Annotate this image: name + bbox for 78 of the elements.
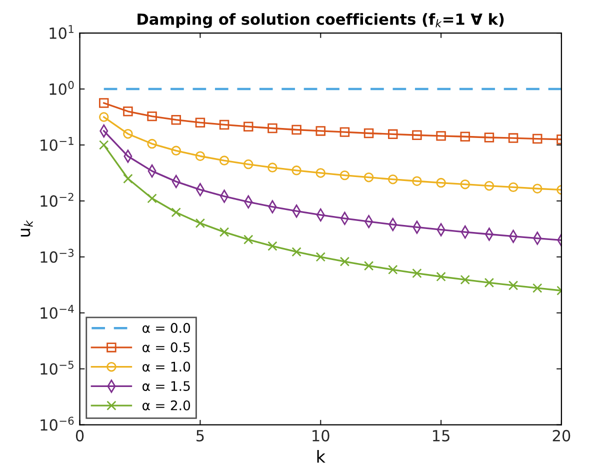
legend-label: α = 2.0 <box>142 400 190 410</box>
point <box>388 129 398 140</box>
y-tick-label: 10$^{−5}$ <box>40 360 74 375</box>
y-tick-label: 10$^{−2}$ <box>40 192 74 207</box>
point <box>460 274 470 285</box>
y-tick-label: 10$^{1}$ <box>50 25 74 39</box>
point <box>171 208 181 218</box>
point <box>99 140 109 150</box>
point <box>532 184 542 194</box>
point <box>460 132 470 142</box>
point <box>123 128 133 139</box>
point <box>412 268 422 278</box>
point <box>147 111 157 122</box>
y-tick-label: 10$^{−3}$ <box>40 248 74 263</box>
point <box>340 256 350 266</box>
y-tick-label: 10$^{0}$ <box>50 80 74 95</box>
point <box>436 178 446 188</box>
point <box>460 179 470 190</box>
point <box>340 127 350 137</box>
point <box>244 159 254 170</box>
point <box>388 264 398 275</box>
point <box>292 124 302 135</box>
point <box>244 122 254 132</box>
point <box>340 170 350 180</box>
x-tick-label: 0 <box>76 430 84 442</box>
point <box>532 283 542 293</box>
point <box>412 130 422 140</box>
point <box>219 120 230 130</box>
chart-title: Damping of solution coefficients (f$_{k}$=1 ∀ k) <box>138 13 504 28</box>
point <box>195 218 206 228</box>
point <box>99 112 109 122</box>
point <box>484 278 494 288</box>
point <box>219 227 230 237</box>
x-axis-title: k <box>317 450 326 463</box>
point <box>364 260 374 271</box>
point <box>532 134 542 144</box>
x-tick-label: 10 <box>312 430 330 442</box>
point <box>268 241 278 251</box>
point <box>99 98 109 108</box>
point <box>268 123 278 134</box>
point <box>268 162 278 172</box>
point <box>195 118 206 128</box>
point <box>316 168 326 178</box>
point <box>484 180 494 191</box>
point <box>508 133 518 143</box>
point <box>123 174 133 184</box>
point <box>147 138 157 149</box>
point <box>484 132 494 142</box>
x-tick-label: 15 <box>432 430 450 442</box>
y-tick-label: 10$^{−1}$ <box>40 137 74 151</box>
y-tick-label: 10$^{−6}$ <box>40 416 74 431</box>
point <box>508 182 518 192</box>
point <box>364 128 374 138</box>
legend-label: α = 1.0 <box>142 362 190 372</box>
point <box>292 166 302 176</box>
point <box>412 176 422 186</box>
point <box>195 151 206 161</box>
point <box>388 174 398 184</box>
point <box>316 252 326 262</box>
point <box>436 131 446 141</box>
y-tick-label: 10$^{−4}$ <box>40 304 74 319</box>
point <box>364 172 374 182</box>
legend-label: α = 0.0 <box>142 322 190 333</box>
y-axis-title: u$_{k}$ <box>20 220 33 237</box>
point <box>508 280 518 290</box>
x-tick-label: 5 <box>196 430 204 442</box>
point <box>123 106 133 116</box>
point <box>171 146 181 156</box>
legend-label: α = 0.5 <box>142 342 190 352</box>
point <box>171 115 181 125</box>
point <box>436 272 446 282</box>
point <box>316 126 326 136</box>
point <box>244 234 254 244</box>
legend-label: α = 1.5 <box>142 381 190 391</box>
x-tick-label: 20 <box>552 430 570 442</box>
point <box>219 156 230 166</box>
point <box>147 194 157 204</box>
point <box>292 247 302 257</box>
